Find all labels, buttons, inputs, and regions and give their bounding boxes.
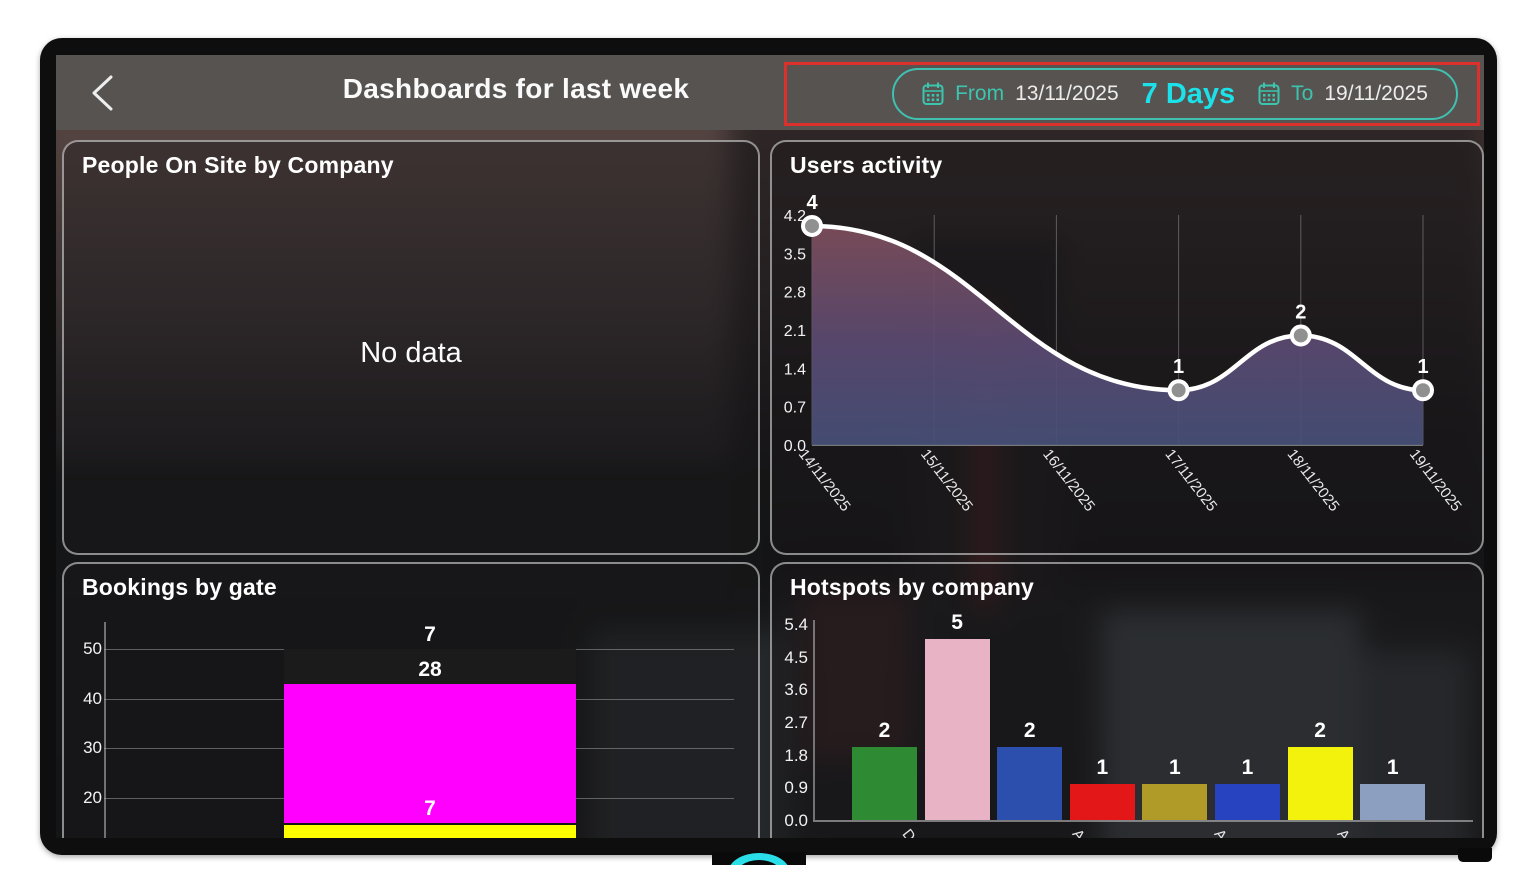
- bar: [1360, 783, 1426, 820]
- device-logo-arc: [728, 853, 790, 865]
- device-frame: Dashboards for last week: [40, 38, 1497, 865]
- y-tick-label: 20: [83, 788, 102, 808]
- point-value-label: 2: [1295, 301, 1306, 323]
- bar-value-label: 2: [878, 719, 891, 743]
- panel-title: Hotspots by company: [790, 574, 1035, 600]
- segment-value-label: 7: [424, 623, 436, 646]
- date-range-selector[interactable]: From 13/11/2025 7 Days: [892, 68, 1458, 120]
- bar-value-label: 1: [1386, 755, 1399, 779]
- bar-value-label: 5: [951, 610, 963, 634]
- point-value-label: 1: [1417, 356, 1428, 378]
- panel-title: People On Site by Company: [82, 152, 394, 178]
- segment-value-label: 7: [424, 796, 436, 820]
- segment-value-label: 28: [418, 657, 442, 681]
- panel-title: Bookings by gate: [82, 574, 277, 600]
- y-tick-label: 40: [83, 688, 102, 708]
- bar: [1069, 783, 1135, 820]
- bar-value-label: 1: [1169, 755, 1181, 779]
- bar: [1287, 747, 1353, 820]
- y-tick-label: 1.8: [784, 745, 808, 765]
- x-label-fragment: A: [1068, 826, 1089, 838]
- bar: [997, 747, 1063, 820]
- y-axis: [104, 622, 106, 838]
- x-axis: [813, 820, 1473, 822]
- app-bar: Dashboards for last week: [56, 55, 1484, 130]
- y-axis: [813, 620, 815, 820]
- bar-segment: [284, 683, 576, 823]
- users-activity-chart: 4 1 2 1 0.0 0.7 1.4 2.1 2.8 3.5 4.2 14/11/2025 15/11…: [784, 192, 1465, 515]
- y-tick-label: 0.0: [784, 811, 808, 830]
- y-tick-label: 2.7: [784, 713, 808, 732]
- bookings-by-gate-chart: 50 40 30 20 7 28 7: [64, 564, 762, 838]
- from-date-value[interactable]: 13/11/2025: [1015, 82, 1119, 105]
- bar: [1215, 783, 1280, 820]
- y-tick-label: 4.5: [784, 647, 808, 667]
- data-point: [801, 214, 823, 237]
- bar-value-label: 2: [1314, 719, 1326, 743]
- app-screen: Dashboards for last week: [56, 55, 1484, 838]
- page-title: Dashboards for last week: [342, 73, 690, 104]
- bar: [924, 638, 990, 820]
- x-tick-label: 18/11/2025: [1284, 446, 1343, 515]
- bar: [852, 747, 917, 820]
- y-tick-label: 5.4: [784, 615, 808, 634]
- y-tick-label: 50: [83, 639, 102, 658]
- bar-value-label: 1: [1241, 755, 1254, 779]
- area-fill: [812, 225, 1423, 445]
- bar-value-label: 1: [1096, 755, 1109, 779]
- panel-people-on-site: People On Site by Company No data: [62, 140, 760, 555]
- y-tick-label: 30: [83, 738, 102, 758]
- point-value-label: 1: [1173, 356, 1184, 378]
- x-tick-label: 17/11/2025: [1161, 446, 1220, 515]
- y-tick-label: 0.7: [784, 400, 806, 417]
- bar-value-label: 2: [1023, 719, 1036, 743]
- y-tick-label: 0.9: [784, 778, 808, 798]
- device-foot: [1458, 848, 1492, 862]
- to-label: To: [1291, 82, 1314, 105]
- y-tick-label: 4.2: [784, 208, 806, 225]
- data-point: [1412, 379, 1434, 402]
- y-tick-label: 2.1: [784, 323, 806, 340]
- back-button[interactable]: [84, 73, 120, 113]
- data-point: [1167, 379, 1190, 402]
- panel-users-activity: Users activity 4 1 2 1 0.0 0.7 1.4 2.1 2.8 3.5 4.2…: [770, 140, 1484, 555]
- x-tick-label: 19/11/2025: [1406, 446, 1465, 515]
- from-label: From: [955, 82, 1005, 105]
- bar: [1142, 783, 1208, 820]
- x-label-fragment: A: [1333, 826, 1354, 838]
- date-range-highlight: From 13/11/2025 7 Days: [784, 62, 1480, 126]
- no-data-message: No data: [360, 337, 462, 369]
- point-value-label: 4: [806, 192, 818, 214]
- hotspots-by-company-chart: 0.0 0.9 1.8 2.7 3.6 4.5 5.4 2 5 2 1 1 1 2 1 D A A A: [772, 564, 1484, 838]
- y-tick-label: 3.6: [784, 680, 808, 700]
- panel-bookings-by-gate: Bookings by gate 50 40 30 20 7 28 7: [62, 562, 760, 838]
- y-tick-label: 3.5: [784, 246, 806, 263]
- duration-label: 7 Days: [1141, 77, 1236, 110]
- device-stand: [712, 852, 806, 865]
- calendar-icon: [922, 82, 944, 105]
- y-tick-label: 0.0: [784, 438, 806, 455]
- x-label-fragment: A: [1210, 826, 1231, 838]
- calendar-icon: [1258, 82, 1280, 105]
- x-tick-label: 14/11/2025: [795, 446, 854, 515]
- bar-segment: [284, 824, 576, 838]
- x-label-fragment: D: [898, 826, 919, 838]
- trend-line: [809, 223, 1426, 393]
- panel-title: Users activity: [790, 152, 943, 178]
- y-tick-label: 1.4: [784, 361, 806, 378]
- x-tick-label: 15/11/2025: [917, 446, 976, 515]
- bar-segment: [284, 649, 576, 684]
- to-date-value[interactable]: 19/11/2025: [1324, 82, 1428, 105]
- x-tick-label: 16/11/2025: [1039, 446, 1098, 515]
- data-point: [1289, 324, 1312, 347]
- panel-hotspots-by-company: Hotspots by company 0.0 0.9 1.8 2.7 3.6 4.5 5.…: [770, 562, 1484, 838]
- y-tick-label: 2.8: [784, 285, 806, 302]
